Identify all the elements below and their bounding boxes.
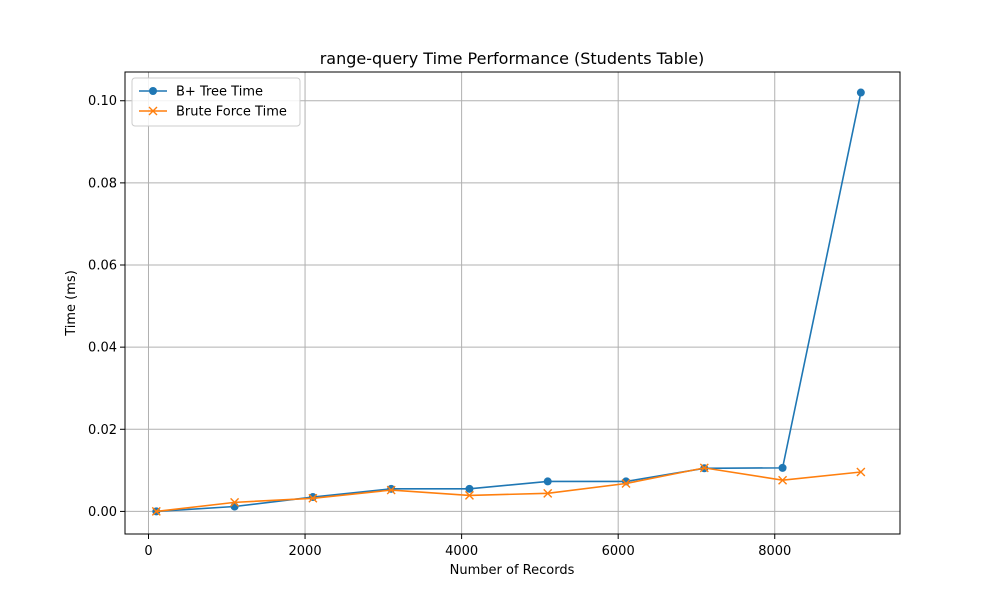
- y-axis-label: Time (ms): [64, 270, 79, 337]
- data-point: [464, 490, 474, 500]
- data-point: [151, 506, 161, 516]
- x-axis-label: Number of Records: [450, 563, 575, 578]
- series-1: [151, 463, 866, 516]
- chart-title: range-query Time Performance (Students T…: [320, 49, 705, 68]
- ticks: 0 2000 4000 6000 8000 0.00 0.02 0.04 0.06 0.08 0.1…: [88, 94, 791, 559]
- series-0: [152, 88, 865, 516]
- series-layer: [151, 88, 866, 516]
- legend-marker: [149, 87, 157, 95]
- legend-item: B+ Tree Time: [139, 85, 263, 100]
- data-point: [543, 488, 553, 498]
- data-point: [856, 467, 866, 477]
- plot-frame: [124, 71, 901, 535]
- data-point: [465, 484, 474, 493]
- legend: B+ Tree Time Brute Force Time: [131, 77, 301, 127]
- data-point: [308, 493, 317, 502]
- series-line: [156, 467, 861, 513]
- data-point: [230, 497, 240, 507]
- legend-label: Brute Force Time: [176, 105, 287, 120]
- x-tick-label: 8000: [758, 544, 791, 559]
- legend-item: Brute Force Time: [139, 105, 287, 120]
- data-point: [778, 463, 787, 472]
- y-tick-label: 0.08: [88, 176, 117, 191]
- data-point: [621, 478, 631, 488]
- data-point: [778, 475, 788, 485]
- y-tick-label: 0.06: [88, 259, 117, 274]
- legend-box: [131, 77, 301, 127]
- data-point: [387, 484, 396, 493]
- y-tick-label: 0.02: [88, 423, 117, 438]
- data-point: [230, 502, 239, 511]
- data-point: [543, 477, 552, 486]
- x-tick-label: 0: [144, 544, 152, 559]
- y-tick-label: 0.10: [88, 94, 117, 109]
- data-point: [386, 485, 396, 495]
- legend-label: B+ Tree Time: [176, 85, 263, 100]
- y-tick-label: 0.00: [88, 505, 117, 520]
- x-tick-label: 2000: [289, 544, 322, 559]
- data-point: [699, 463, 709, 473]
- legend-marker: [148, 106, 158, 116]
- data-point: [856, 88, 865, 97]
- x-tick-label: 4000: [445, 544, 478, 559]
- data-point: [308, 493, 318, 503]
- x-tick-label: 6000: [602, 544, 635, 559]
- series-line: [156, 92, 862, 513]
- y-tick-label: 0.04: [88, 341, 117, 356]
